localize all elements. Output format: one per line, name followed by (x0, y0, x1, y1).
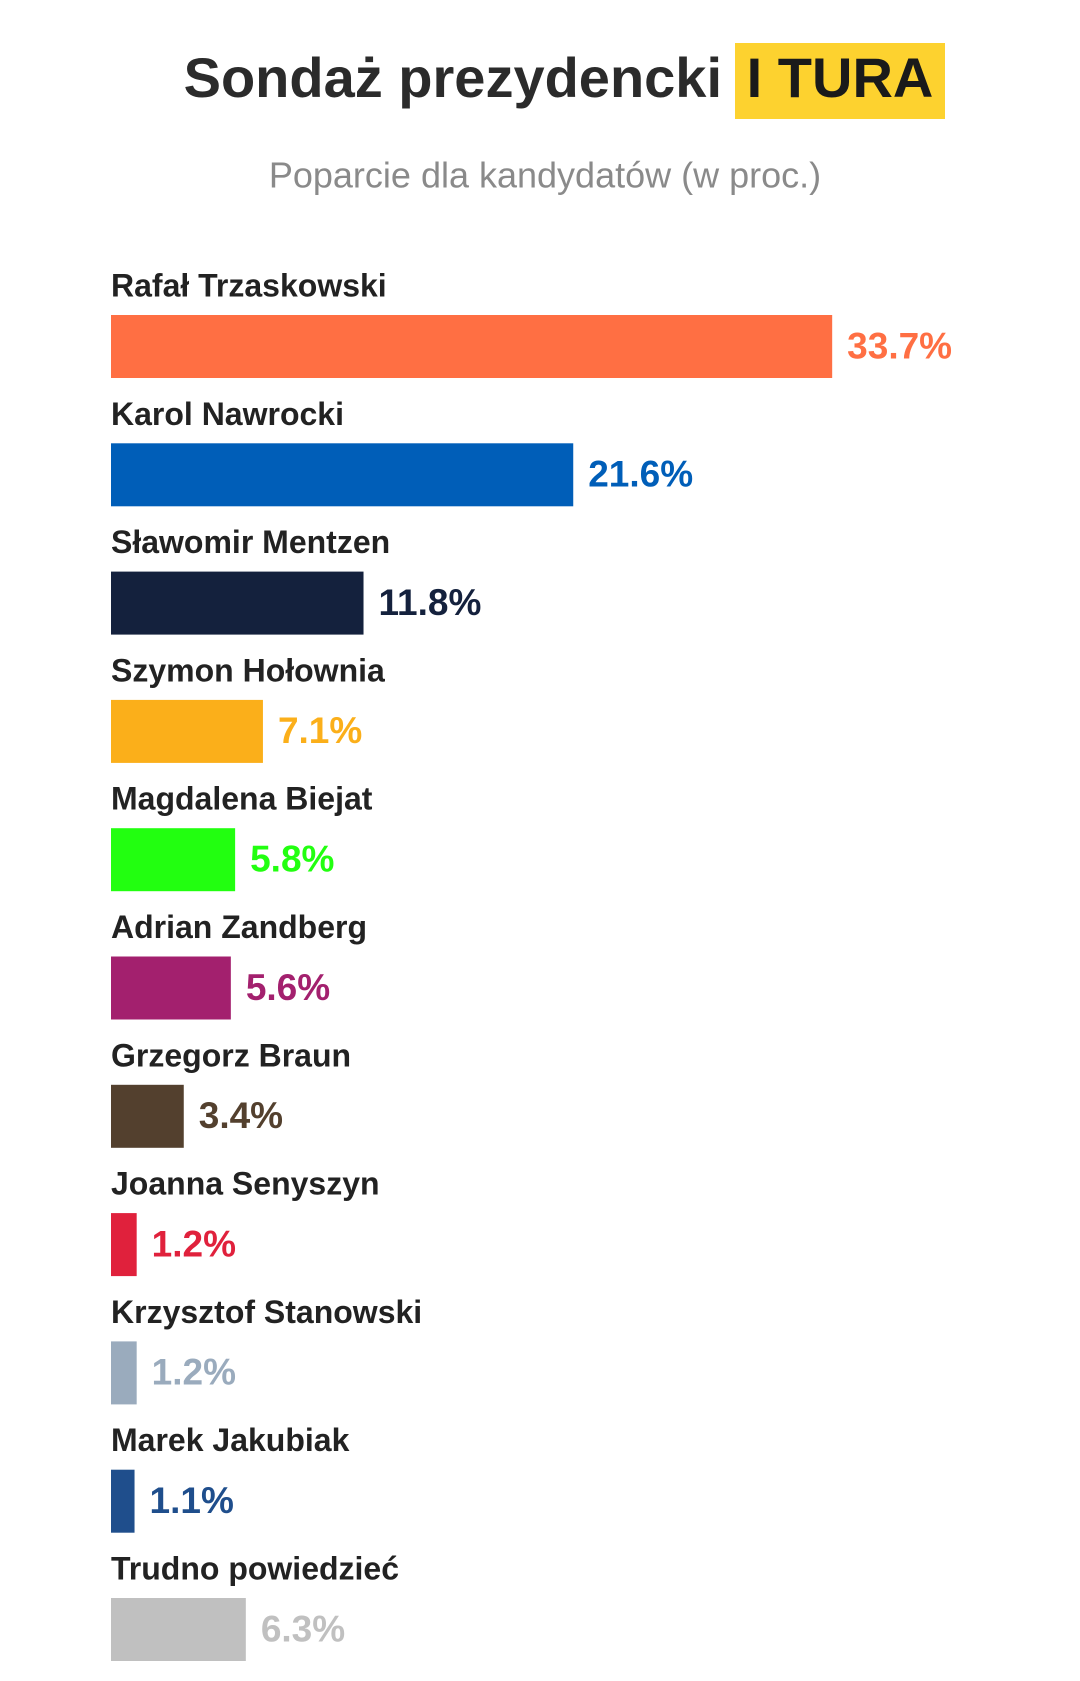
value-label: 1.1% (150, 1480, 234, 1521)
bar (111, 1213, 137, 1277)
bar (111, 828, 236, 892)
value-label: 11.8% (379, 582, 482, 623)
category-label: Trudno powiedzieć (111, 1550, 399, 1586)
value-label: 7.1% (278, 710, 362, 751)
bar (111, 1341, 137, 1405)
value-label: 3.4% (199, 1095, 283, 1136)
category-label: Krzysztof Stanowski (111, 1294, 422, 1330)
category-label: Sławomir Mentzen (111, 524, 390, 560)
category-label: Magdalena Biejat (111, 781, 373, 817)
category-label: Rafał Trzaskowski (111, 267, 387, 303)
bar (111, 571, 364, 635)
category-label: Karol Nawrocki (111, 396, 344, 432)
value-label: 5.8% (250, 838, 334, 879)
title-highlight-box (735, 43, 945, 119)
chart-title: Sondaż prezydencki (184, 46, 722, 109)
category-label: Joanna Senyszyn (111, 1166, 380, 1202)
bar (111, 1598, 246, 1661)
category-label: Szymon Hołownia (111, 652, 385, 688)
value-label: 1.2% (152, 1223, 236, 1264)
value-label: 1.2% (152, 1352, 236, 1393)
category-label: Marek Jakubiak (111, 1422, 350, 1458)
value-label: 6.3% (261, 1608, 345, 1649)
value-label: 21.6% (588, 454, 693, 495)
category-label: Adrian Zandberg (111, 909, 367, 945)
title-highlight: I TURA (747, 46, 934, 109)
bar (111, 1469, 135, 1533)
category-label: Grzegorz Braun (111, 1037, 351, 1073)
chart-subtitle: Poparcie dla kandydatów (w proc.) (269, 155, 821, 196)
bar (111, 315, 833, 378)
bar (111, 699, 263, 763)
bar (111, 1084, 184, 1148)
value-label: 33.7% (847, 325, 952, 366)
bar (111, 443, 574, 507)
value-label: 5.6% (246, 967, 330, 1008)
bar (111, 956, 231, 1020)
